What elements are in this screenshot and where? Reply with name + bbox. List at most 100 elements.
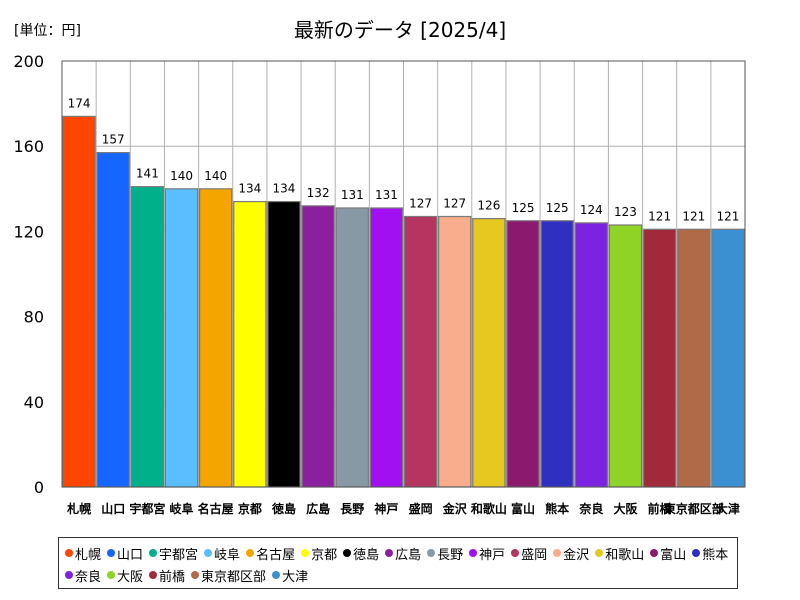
legend-item: 広島 bbox=[385, 542, 421, 564]
legend-marker bbox=[149, 549, 158, 557]
legend-label: 金沢 bbox=[563, 547, 590, 563]
legend-marker bbox=[272, 571, 281, 579]
legend-marker bbox=[511, 549, 520, 557]
y-tick-label: 200 bbox=[13, 52, 44, 71]
legend-marker bbox=[65, 549, 73, 557]
x-tick-label: 京都 bbox=[238, 501, 262, 516]
legend-label: 宇都宮 bbox=[159, 547, 199, 563]
y-tick-label: 40 bbox=[24, 393, 44, 412]
legend-marker bbox=[65, 571, 73, 579]
legend-marker bbox=[149, 571, 158, 579]
bar bbox=[677, 228, 711, 488]
unit-label: [単位：円] bbox=[14, 23, 81, 39]
legend-label: 札幌 bbox=[75, 547, 102, 563]
data-label: 132 bbox=[307, 186, 330, 200]
legend-marker bbox=[385, 549, 394, 557]
legend-item: 札幌 bbox=[65, 542, 101, 564]
legend-marker bbox=[204, 549, 213, 557]
x-tick-label: 広島 bbox=[306, 501, 330, 516]
data-label: 134 bbox=[238, 182, 261, 196]
y-tick-label: 120 bbox=[13, 222, 44, 241]
x-tick-label: 熊本 bbox=[545, 501, 569, 516]
legend-marker bbox=[301, 549, 310, 557]
data-label: 121 bbox=[648, 209, 671, 223]
legend-label: 山口 bbox=[117, 547, 144, 563]
x-tick-label: 長野 bbox=[340, 501, 364, 516]
data-label: 127 bbox=[443, 196, 466, 210]
x-tick-label: 札幌 bbox=[66, 501, 91, 516]
y-tick-label: 160 bbox=[13, 137, 44, 156]
legend-marker bbox=[107, 549, 116, 557]
data-label: 127 bbox=[409, 196, 432, 210]
legend-item: 東京都区部 bbox=[191, 564, 266, 586]
data-label: 125 bbox=[512, 201, 535, 215]
legend-item: 徳島 bbox=[343, 542, 379, 564]
legend-item: 熊本 bbox=[692, 542, 728, 564]
bar bbox=[642, 228, 677, 488]
bar bbox=[130, 186, 165, 488]
x-tick-label: 宇都宮 bbox=[129, 501, 165, 516]
bar bbox=[403, 215, 438, 488]
legend-label: 岐阜 bbox=[214, 547, 241, 563]
bar bbox=[199, 188, 233, 488]
legend-item: 名古屋 bbox=[246, 542, 295, 564]
bar bbox=[164, 188, 199, 488]
legend-item: 岐阜 bbox=[204, 542, 240, 564]
x-tick-label: 徳島 bbox=[271, 501, 296, 516]
legend-item: 大阪 bbox=[107, 564, 143, 586]
legend-label: 大阪 bbox=[117, 569, 144, 585]
x-tick-label: 富山 bbox=[511, 501, 535, 516]
bar bbox=[506, 220, 540, 488]
legend-marker bbox=[107, 571, 116, 579]
legend-label: 京都 bbox=[311, 547, 338, 563]
x-tick-label: 前橋 bbox=[648, 501, 673, 516]
data-label: 140 bbox=[204, 169, 227, 183]
data-label: 140 bbox=[170, 169, 193, 183]
legend-label: 神戸 bbox=[479, 547, 506, 563]
legend-marker bbox=[595, 549, 604, 557]
legend-item: 宇都宮 bbox=[149, 542, 198, 564]
legend-item: 山口 bbox=[107, 542, 143, 564]
bar bbox=[301, 205, 335, 488]
legend-marker bbox=[191, 571, 200, 579]
legend-label: 前橋 bbox=[159, 569, 186, 585]
x-tick-label: 大津 bbox=[716, 501, 740, 516]
x-tick-label: 山口 bbox=[101, 501, 125, 516]
legend-marker bbox=[343, 549, 352, 557]
plot-border bbox=[61, 60, 746, 488]
legend-label: 奈良 bbox=[75, 569, 102, 585]
legend-label: 名古屋 bbox=[256, 547, 296, 563]
x-tick-label: 東京都区部 bbox=[664, 501, 724, 516]
y-tick-label: 80 bbox=[24, 308, 44, 327]
legend-label: 広島 bbox=[395, 547, 422, 563]
bar bbox=[96, 151, 130, 488]
legend-label: 東京都区部 bbox=[201, 569, 267, 585]
legend-item: 盛岡 bbox=[511, 542, 547, 564]
legend-label: 盛岡 bbox=[521, 547, 548, 563]
bar bbox=[540, 220, 574, 488]
legend-label: 徳島 bbox=[353, 547, 380, 563]
legend-marker bbox=[469, 549, 478, 557]
legend-item: 大津 bbox=[272, 564, 308, 586]
legend-label: 和歌山 bbox=[605, 547, 645, 563]
bar bbox=[62, 115, 96, 488]
bar bbox=[369, 207, 404, 488]
x-tick-label: 神戸 bbox=[374, 501, 398, 516]
legend-item: 京都 bbox=[301, 542, 337, 564]
data-label: 125 bbox=[546, 201, 569, 215]
bar bbox=[711, 228, 745, 488]
x-tick-label: 岐阜 bbox=[170, 501, 194, 516]
data-label: 157 bbox=[102, 133, 125, 147]
y-tick-label: 0 bbox=[34, 478, 44, 497]
data-label: 124 bbox=[580, 203, 603, 217]
bar-chart: 0 40 80 120 160 200 174 札幌 157 山口 141 宇都宮 140 岐阜 140 名古… bbox=[13, 52, 746, 516]
bar bbox=[438, 215, 472, 488]
legend-item: 金沢 bbox=[553, 542, 589, 564]
legend-item: 前橋 bbox=[149, 564, 185, 586]
legend-item: 奈良 bbox=[65, 564, 101, 586]
data-label: 131 bbox=[375, 188, 398, 202]
x-tick-label: 大阪 bbox=[613, 501, 638, 516]
data-label: 121 bbox=[716, 209, 739, 223]
legend-marker bbox=[246, 549, 255, 557]
bar bbox=[472, 218, 506, 488]
